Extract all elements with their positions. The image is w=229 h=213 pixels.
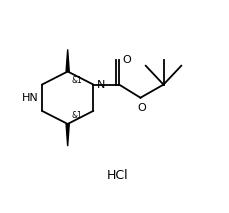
- Text: O: O: [137, 103, 146, 113]
- Text: N: N: [97, 80, 105, 90]
- Text: O: O: [122, 55, 131, 65]
- Text: &1: &1: [72, 111, 82, 120]
- Text: &1: &1: [72, 76, 82, 85]
- Text: HN: HN: [22, 93, 39, 103]
- Polygon shape: [66, 49, 69, 72]
- Text: HCl: HCl: [106, 169, 128, 182]
- Polygon shape: [66, 124, 69, 146]
